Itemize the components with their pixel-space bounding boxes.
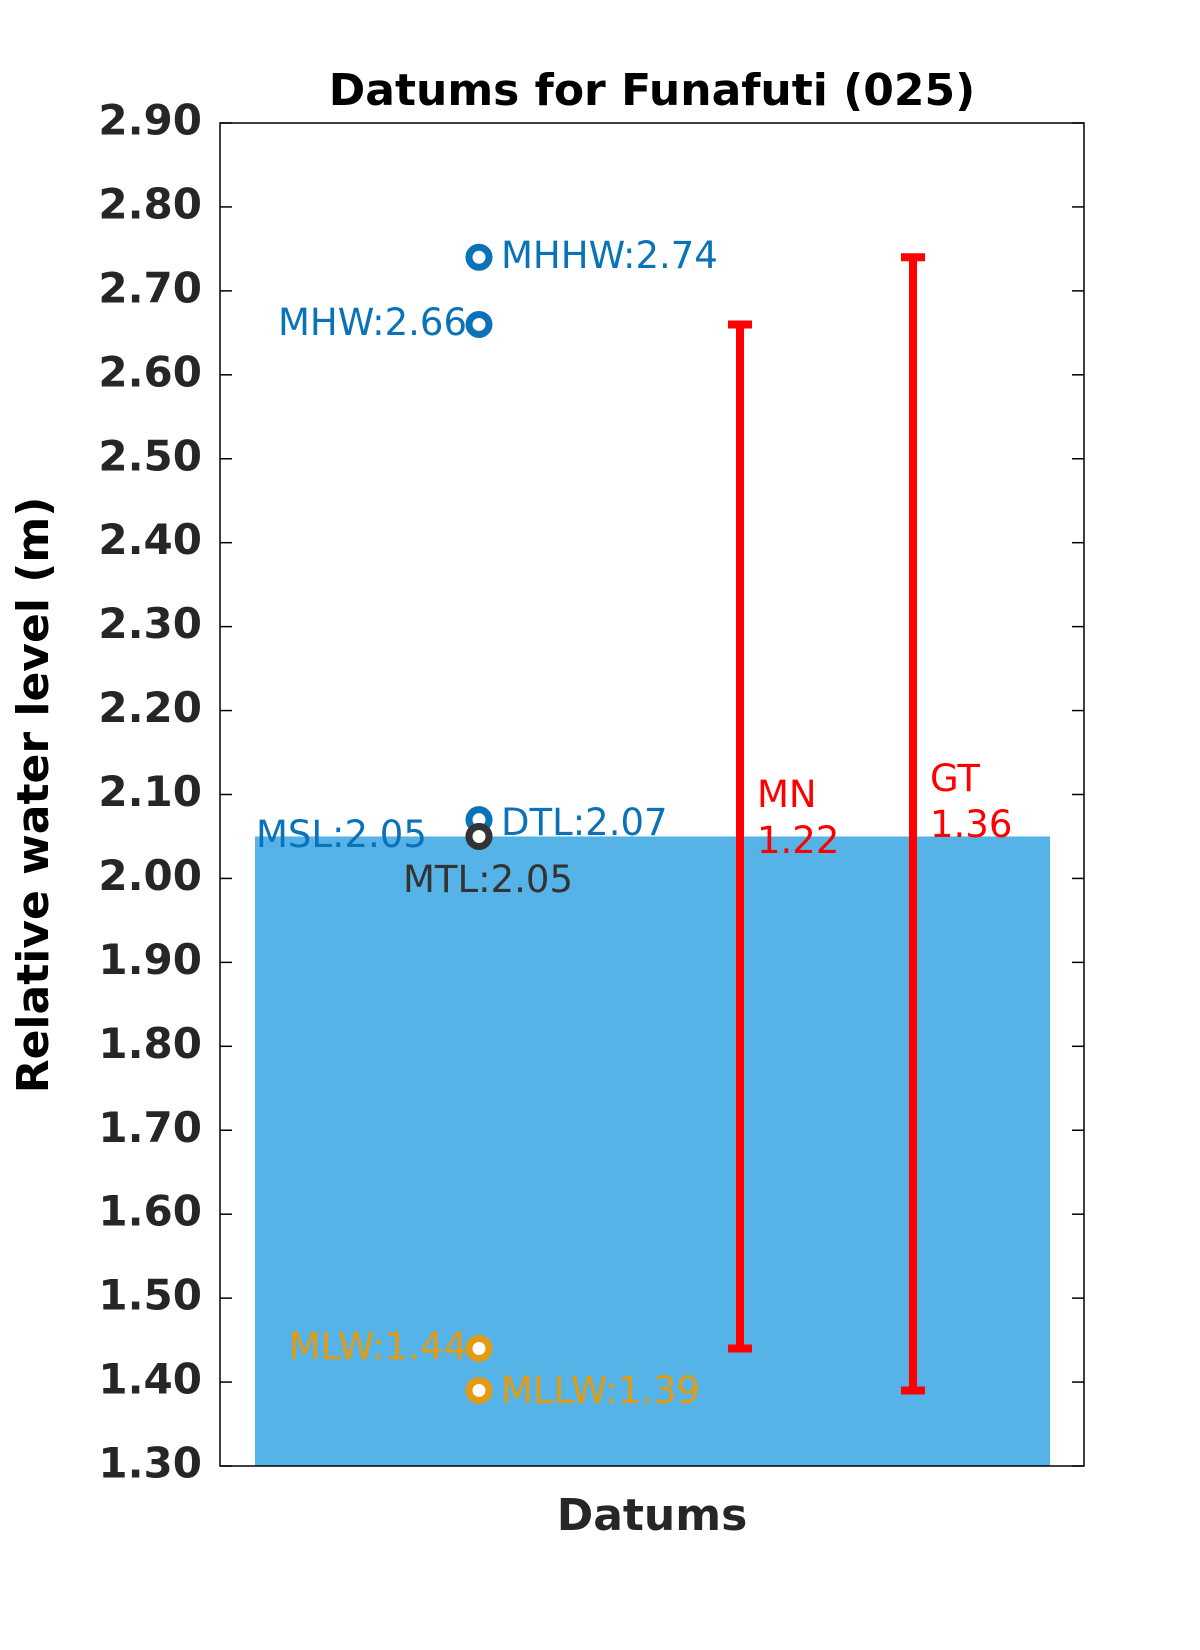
y-tick-label: 2.70 (98, 263, 202, 312)
datum-point (465, 310, 493, 338)
datum-label: MLW:1.44 (289, 1325, 467, 1368)
datum-label: MTL:2.05 (403, 858, 573, 901)
range-value: 1.36 (930, 803, 1012, 846)
y-tick-label: 2.80 (98, 179, 202, 228)
y-tick-label: 2.40 (98, 515, 202, 564)
y-tick-label: 1.70 (98, 1103, 202, 1152)
datum-point (465, 1376, 493, 1404)
datum-point (465, 822, 493, 850)
y-tick-label: 1.40 (98, 1355, 202, 1404)
range-name: MN (757, 773, 817, 816)
datum-label: MSL:2.05 (256, 813, 427, 856)
x-axis-label: Datums (557, 1490, 748, 1541)
datum-point (465, 1334, 493, 1362)
range-value: 1.22 (757, 819, 839, 862)
y-tick-label: 1.80 (98, 1019, 202, 1068)
y-tick-label: 2.20 (98, 683, 202, 732)
y-tick-label: 2.00 (98, 851, 202, 900)
y-tick-label: 2.30 (98, 599, 202, 648)
datum-label: DTL:2.07 (501, 801, 668, 844)
y-axis-label: Relative water level (m) (8, 497, 59, 1094)
chart-title: Datums for Funafuti (025) (329, 65, 976, 116)
range-name: GT (930, 757, 980, 800)
datum-label: MHHW:2.74 (501, 234, 718, 277)
datum-point (465, 243, 493, 271)
y-tick-label: 2.90 (98, 96, 202, 145)
datum-label: MLLW:1.39 (501, 1369, 700, 1412)
bar (255, 836, 1050, 1466)
y-tick-label: 2.60 (98, 347, 202, 396)
y-tick-label: 2.50 (98, 431, 202, 480)
y-tick-label: 1.90 (98, 935, 202, 984)
y-tick-label: 2.10 (98, 767, 202, 816)
datum-label: MHW:2.66 (278, 301, 467, 344)
y-tick-label: 1.60 (98, 1187, 202, 1236)
y-tick-label: 1.50 (98, 1271, 202, 1320)
y-tick-label: 1.30 (98, 1439, 202, 1488)
